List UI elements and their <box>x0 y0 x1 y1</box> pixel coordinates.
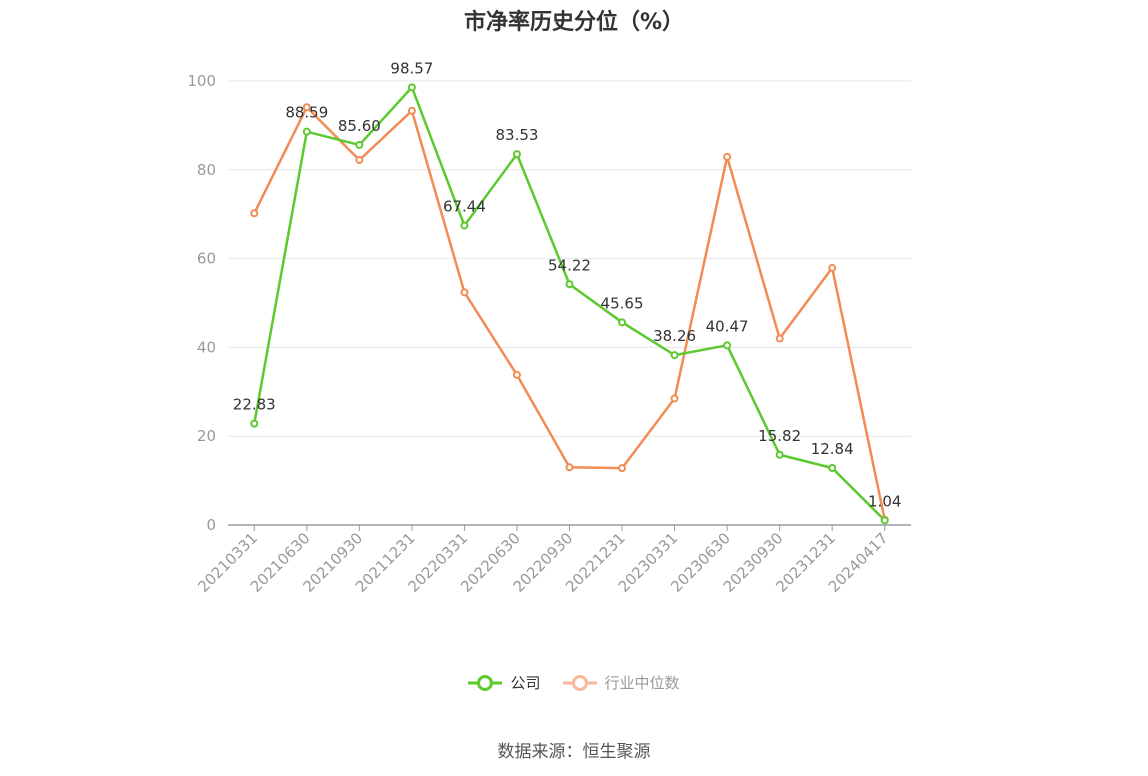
x-axis: 2021033120210630202109302021123120220331… <box>194 524 911 596</box>
legend: 公司 行业中位数 <box>0 672 1148 693</box>
company-data-point <box>880 516 889 525</box>
company-data-label: 38.26 <box>653 327 696 345</box>
circle-line-icon <box>468 674 503 691</box>
company-data-label: 83.53 <box>495 126 538 144</box>
y-axis-ticks: 0 20 40 60 80 100 <box>187 72 216 534</box>
industry-data-point <box>302 103 311 112</box>
y-tick-label: 20 <box>197 427 216 445</box>
company-data-point <box>828 463 837 472</box>
company-data-label: 22.83 <box>233 396 276 414</box>
company-series-line <box>253 86 886 522</box>
company-data-point <box>407 83 416 92</box>
legend-label-industry: 行业中位数 <box>604 674 680 692</box>
company-data-label: 67.44 <box>443 198 486 216</box>
company-data-point <box>302 127 311 136</box>
legend-item-company[interactable]: 公司 <box>468 672 541 693</box>
series-lines <box>253 86 886 522</box>
company-data-label: 54.22 <box>548 256 591 274</box>
company-data-label: 85.60 <box>338 117 381 135</box>
industry-data-point <box>565 463 574 472</box>
y-tick-label: 40 <box>197 338 216 356</box>
company-data-point <box>565 280 574 289</box>
data-labels: 22.83 88.59 85.60 98.57 67.44 83.53 54.22 45.65… <box>233 59 902 510</box>
company-data-point <box>775 450 784 459</box>
grid-lines <box>228 80 911 437</box>
company-data-label: 98.57 <box>390 59 433 77</box>
company-data-point <box>512 150 521 159</box>
company-data-point <box>355 140 364 149</box>
source-note: 数据来源：恒生聚源 <box>497 742 651 762</box>
company-data-label: 45.65 <box>601 294 644 312</box>
industry-data-point <box>355 156 364 165</box>
legend-item-industry[interactable]: 行业中位数 <box>562 672 680 693</box>
industry-data-point <box>670 394 679 403</box>
legend-label-company: 公司 <box>510 674 541 692</box>
company-data-point <box>670 351 679 360</box>
company-data-point <box>250 419 259 428</box>
industry-data-point <box>460 288 469 297</box>
company-data-label: 1.04 <box>868 492 901 510</box>
industry-data-point <box>250 209 259 218</box>
y-tick-label: 60 <box>197 250 216 268</box>
series-points <box>250 83 889 525</box>
y-tick-label: 80 <box>197 161 216 179</box>
chart-title: 市净率历史分位（%） <box>463 10 685 35</box>
company-data-point <box>723 341 732 350</box>
company-data-label: 88.59 <box>285 104 328 122</box>
industry-data-point <box>828 263 837 272</box>
y-tick-label: 100 <box>187 72 216 90</box>
company-data-point <box>618 318 627 327</box>
y-tick-label: 0 <box>206 516 216 534</box>
line-chart: 0 20 40 60 80 100 202103312021063020210930202… <box>187 59 911 596</box>
circle-line-icon <box>562 674 597 691</box>
company-data-label: 40.47 <box>706 317 749 335</box>
industry-data-point <box>618 464 627 473</box>
industry-data-point <box>775 334 784 343</box>
industry-data-point <box>407 106 416 115</box>
industry-data-point <box>723 152 732 161</box>
company-data-point <box>460 221 469 230</box>
company-data-label: 12.84 <box>811 440 854 458</box>
industry-data-point <box>512 370 521 379</box>
company-data-label: 15.82 <box>758 427 801 445</box>
